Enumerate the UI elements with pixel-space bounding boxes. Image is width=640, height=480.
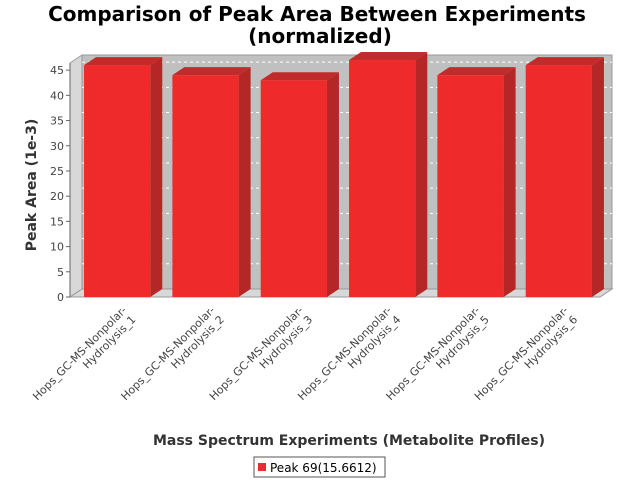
bar-top: [525, 57, 604, 66]
legend-label: Peak 69(15.6612): [270, 461, 377, 475]
bar: [260, 72, 339, 297]
bar-front: [437, 75, 504, 298]
chart-title: Comparison of Peak Area Between Experime…: [48, 2, 586, 26]
x-tick-label-line: Hops_GC-MS-Nonpolar-: [30, 304, 129, 403]
bar-front: [525, 65, 592, 297]
y-tick-label: 20: [50, 190, 64, 203]
plot-left-wall: [69, 54, 83, 298]
bar-front: [260, 80, 327, 297]
bar-side: [503, 67, 516, 298]
bar: [349, 52, 428, 297]
y-tick-label: 35: [50, 115, 64, 128]
y-tick-label: 30: [50, 140, 64, 153]
y-tick-label: 10: [50, 241, 64, 254]
y-axis-title: Peak Area (1e-3): [24, 119, 40, 252]
y-tick-label: 5: [57, 266, 64, 279]
bar-top: [437, 67, 516, 76]
bar-side: [238, 67, 251, 298]
y-tick-label: 15: [50, 215, 64, 228]
bar-front: [349, 60, 416, 297]
bar: [172, 67, 251, 298]
bar-front: [172, 75, 239, 298]
bar-top: [172, 67, 251, 76]
gridlines: [82, 61, 612, 265]
y-tick-label: 45: [50, 64, 64, 77]
x-axis-title: Mass Spectrum Experiments (Metabolite Pr…: [153, 433, 545, 449]
bar-side: [415, 52, 428, 297]
chart-subtitle: (normalized): [248, 24, 392, 48]
bar-front: [84, 65, 151, 297]
plot-back-wall: [81, 54, 613, 290]
x-axis-labels: Hops_GC-MS-Nonpolar-Hydrolysis_1Hops_GC-…: [30, 304, 580, 403]
bar-side: [150, 57, 163, 298]
legend-swatch: [258, 463, 266, 471]
bar-side: [591, 57, 604, 298]
y-tick-label: 25: [50, 165, 64, 178]
y-tick-label: 0: [57, 291, 64, 304]
plot-area: [68, 54, 614, 298]
bar: [84, 57, 163, 298]
bar-top: [260, 72, 339, 81]
legend: Peak 69(15.6612): [253, 456, 386, 478]
bar-top: [84, 57, 163, 66]
y-axis: 0 5 10 15 20 25 30 35 40 45: [50, 63, 71, 304]
bar: [525, 57, 604, 298]
bar-side: [326, 72, 339, 297]
bar: [437, 67, 516, 298]
bars: [84, 52, 604, 298]
y-tick-label: 40: [50, 89, 64, 102]
bar-top: [349, 52, 428, 61]
legend-box: [253, 456, 386, 478]
